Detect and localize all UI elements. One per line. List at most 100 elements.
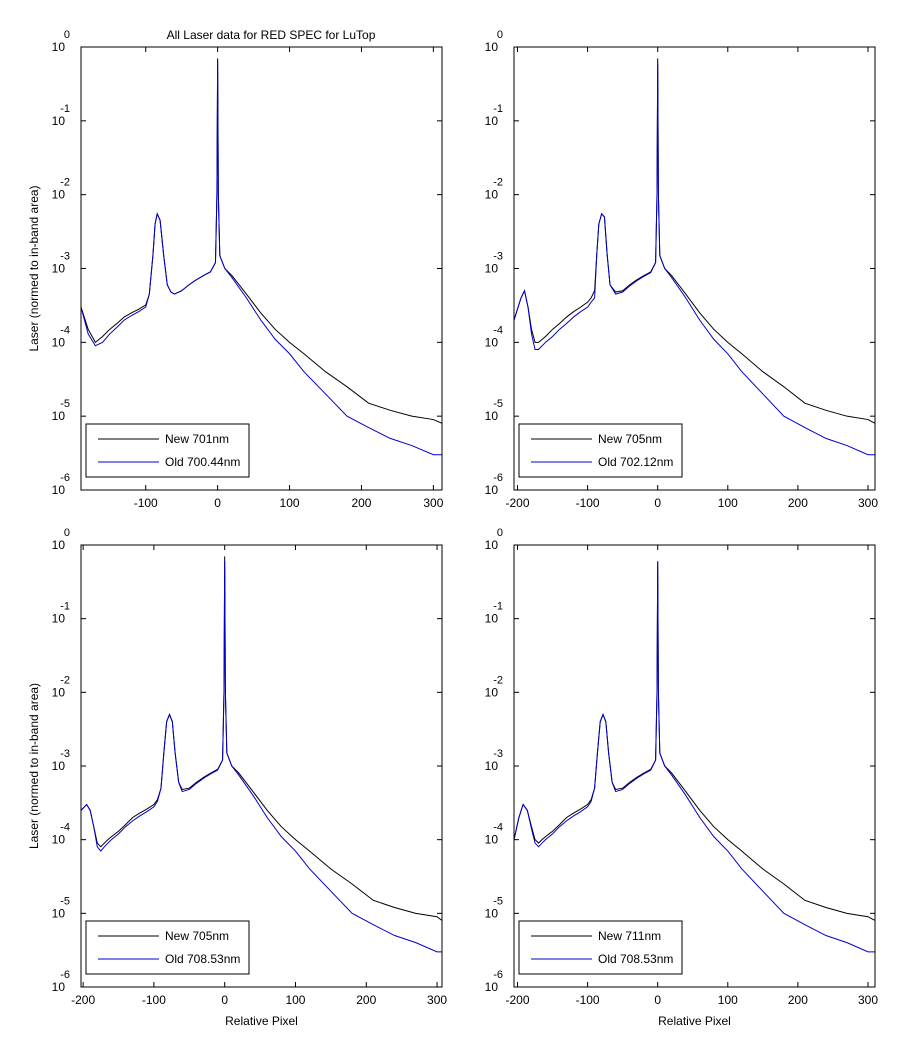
legend-box bbox=[85, 423, 250, 478]
y-tick-exponent-label: 0 bbox=[64, 29, 70, 41]
x-tick-label: 300 bbox=[858, 496, 878, 510]
y-tick-base-label: 10 bbox=[52, 40, 66, 54]
y-tick-exponent-label: -6 bbox=[60, 969, 70, 981]
legend-entry: Old 708.53nm bbox=[165, 952, 240, 966]
legend-box bbox=[518, 423, 683, 478]
series-line-new bbox=[81, 58, 442, 424]
y-tick-exponent-label: -6 bbox=[493, 969, 503, 981]
y-tick-exponent-label: -6 bbox=[493, 472, 503, 484]
y-tick-base-label: 10 bbox=[52, 685, 66, 699]
y-tick-base-label: 10 bbox=[485, 685, 499, 699]
y-tick-base-label: 10 bbox=[485, 409, 499, 423]
subplot-4: -200 -100 0 100 200 30010010-110-210-310-410-… bbox=[485, 527, 879, 1028]
y-tick-exponent-label: -4 bbox=[493, 324, 503, 336]
figure-title: All Laser data for RED SPEC for LuTop bbox=[167, 28, 376, 42]
x-tick-label: -100 bbox=[142, 993, 166, 1007]
x-tick-label: 200 bbox=[351, 496, 371, 510]
x-tick-label: -100 bbox=[134, 496, 158, 510]
y-tick-exponent-label: 0 bbox=[64, 527, 70, 539]
y-tick-exponent-label: -3 bbox=[493, 748, 503, 760]
y-tick-base-label: 10 bbox=[485, 188, 499, 202]
y-axis-label: Laser (normed to in-band area) bbox=[27, 185, 41, 351]
legend: New 705nm Old 702.12nm bbox=[518, 423, 683, 478]
y-tick-exponent-label: -5 bbox=[60, 398, 70, 410]
y-tick-exponent-label: 0 bbox=[497, 527, 503, 539]
y-tick-base-label: 10 bbox=[485, 40, 499, 54]
series-line-old bbox=[81, 561, 442, 953]
x-tick-label: 300 bbox=[858, 993, 878, 1007]
y-tick-exponent-label: -1 bbox=[60, 103, 70, 115]
x-axis-label: Relative Pixel bbox=[225, 1014, 298, 1028]
y-axis-label: Laser (normed to in-band area) bbox=[27, 683, 41, 849]
legend-entry: New 705nm bbox=[598, 432, 662, 446]
y-tick-exponent-label: -2 bbox=[493, 674, 503, 686]
y-tick-base-label: 10 bbox=[52, 409, 66, 423]
legend-box bbox=[85, 920, 250, 975]
x-tick-label: 300 bbox=[423, 496, 443, 510]
x-tick-label: 0 bbox=[221, 993, 228, 1007]
y-tick-base-label: 10 bbox=[52, 759, 66, 773]
series-line-old bbox=[514, 561, 875, 953]
y-tick-exponent-label: -6 bbox=[60, 472, 70, 484]
y-tick-exponent-label: -2 bbox=[493, 177, 503, 189]
x-tick-label: 100 bbox=[718, 496, 738, 510]
y-tick-base-label: 10 bbox=[485, 833, 499, 847]
y-tick-exponent-label: 0 bbox=[497, 29, 503, 41]
y-tick-exponent-label: -5 bbox=[60, 895, 70, 907]
x-tick-label: 0 bbox=[654, 993, 661, 1007]
legend: New 701nm Old 700.44nm bbox=[85, 423, 250, 478]
y-tick-base-label: 10 bbox=[485, 114, 499, 128]
y-tick-exponent-label: -4 bbox=[60, 822, 70, 834]
series-line-old bbox=[514, 63, 875, 456]
y-tick-base-label: 10 bbox=[485, 538, 499, 552]
y-tick-base-label: 10 bbox=[485, 906, 499, 920]
legend-box bbox=[518, 920, 683, 975]
x-tick-label: 100 bbox=[718, 993, 738, 1007]
y-tick-exponent-label: -3 bbox=[60, 251, 70, 263]
y-tick-base-label: 10 bbox=[52, 483, 66, 497]
legend-entry: Old 708.53nm bbox=[598, 952, 673, 966]
y-tick-exponent-label: -1 bbox=[60, 601, 70, 613]
y-tick-base-label: 10 bbox=[52, 262, 66, 276]
y-tick-exponent-label: -5 bbox=[493, 895, 503, 907]
legend-entry: New 701nm bbox=[165, 432, 229, 446]
subplot-1: -100 0 100 200 30010010-110-210-310-410-510-… bbox=[27, 29, 444, 510]
y-tick-exponent-label: -4 bbox=[493, 822, 503, 834]
x-tick-label: 0 bbox=[654, 496, 661, 510]
y-tick-exponent-label: -4 bbox=[60, 324, 70, 336]
y-tick-base-label: 10 bbox=[52, 188, 66, 202]
legend-entry: New 705nm bbox=[165, 929, 229, 943]
x-tick-label: 200 bbox=[788, 993, 808, 1007]
y-tick-exponent-label: -1 bbox=[493, 103, 503, 115]
subplot-2: -200 -100 0 100 200 30010010-110-210-310-410-… bbox=[485, 29, 879, 510]
y-tick-base-label: 10 bbox=[485, 483, 499, 497]
series-line-new bbox=[514, 58, 875, 424]
series-line-new bbox=[81, 556, 442, 921]
x-axis-label: Relative Pixel bbox=[658, 1014, 731, 1028]
y-tick-exponent-label: -3 bbox=[60, 748, 70, 760]
x-tick-label: -100 bbox=[576, 993, 600, 1007]
subplot-3: -200 -100 0 100 200 30010010-110-210-310-410-… bbox=[27, 527, 447, 1028]
x-tick-label: -200 bbox=[505, 993, 529, 1007]
x-tick-label: 100 bbox=[285, 993, 305, 1007]
legend-entry: New 711nm bbox=[598, 929, 661, 943]
y-tick-base-label: 10 bbox=[52, 335, 66, 349]
series-line-old bbox=[81, 60, 442, 456]
y-tick-base-label: 10 bbox=[485, 262, 499, 276]
y-tick-base-label: 10 bbox=[485, 335, 499, 349]
x-tick-label: 200 bbox=[788, 496, 808, 510]
x-tick-label: 0 bbox=[214, 496, 221, 510]
y-tick-base-label: 10 bbox=[52, 538, 66, 552]
legend-entry: Old 700.44nm bbox=[165, 455, 240, 469]
series-line-new bbox=[514, 561, 875, 921]
y-tick-exponent-label: -2 bbox=[60, 674, 70, 686]
legend: New 705nm Old 708.53nm bbox=[85, 920, 250, 975]
y-tick-exponent-label: -3 bbox=[493, 251, 503, 263]
y-tick-exponent-label: -5 bbox=[493, 398, 503, 410]
x-tick-label: -100 bbox=[576, 496, 600, 510]
y-tick-exponent-label: -2 bbox=[60, 177, 70, 189]
y-tick-base-label: 10 bbox=[485, 759, 499, 773]
x-tick-label: -200 bbox=[505, 496, 529, 510]
y-tick-base-label: 10 bbox=[52, 612, 66, 626]
